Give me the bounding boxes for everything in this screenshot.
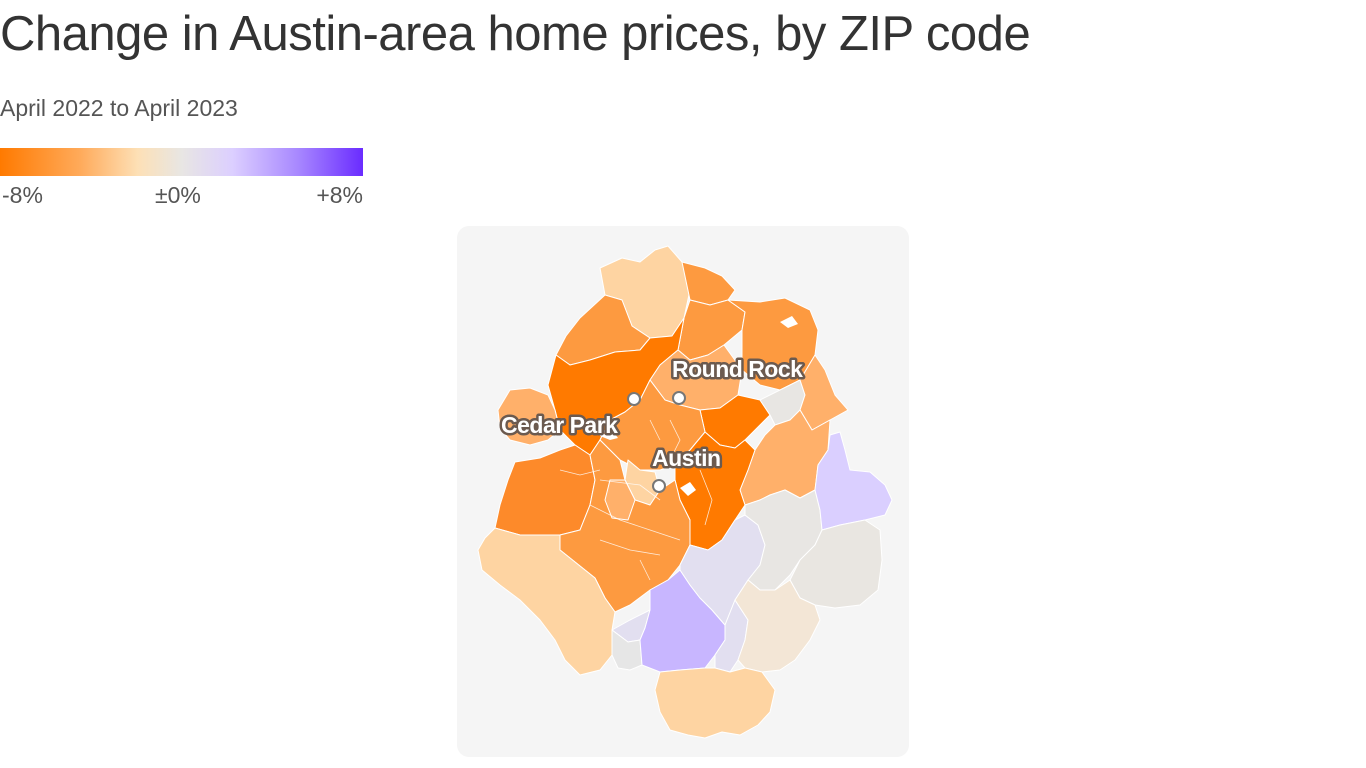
legend-min-label: -8% bbox=[2, 182, 43, 208]
zip-region bbox=[654, 667, 776, 739]
austin-marker[interactable] bbox=[652, 479, 666, 493]
chart-subtitle: April 2022 to April 2023 bbox=[0, 95, 238, 121]
cedar-park-label: Cedar Park bbox=[501, 412, 618, 438]
zip-region bbox=[814, 431, 893, 531]
lake bbox=[780, 316, 798, 328]
legend-labels: -8% ±0% +8% bbox=[0, 181, 363, 209]
austin-label: Austin bbox=[652, 445, 721, 471]
zip-region bbox=[681, 261, 736, 306]
color-legend: -8% ±0% +8% bbox=[0, 148, 363, 209]
lake bbox=[680, 482, 696, 496]
legend-mid-label: ±0% bbox=[155, 182, 201, 208]
city-markers bbox=[627, 391, 686, 493]
zip-region bbox=[789, 519, 883, 609]
round-rock-marker[interactable] bbox=[672, 391, 686, 405]
chart-title: Change in Austin-area home prices, by ZI… bbox=[0, 7, 1031, 61]
lake-travis bbox=[598, 428, 618, 440]
zip-region bbox=[494, 444, 596, 536]
round-rock-label: Round Rock bbox=[672, 356, 803, 382]
zip-region bbox=[497, 387, 561, 446]
zip-region bbox=[477, 527, 616, 676]
legend-max-label: +8% bbox=[316, 182, 363, 208]
choropleth-map: Round Rock Cedar Park Austin bbox=[477, 245, 893, 739]
zip-region bbox=[677, 299, 746, 361]
legend-gradient-bar bbox=[0, 148, 363, 176]
zip-region bbox=[734, 579, 821, 673]
zip-region bbox=[604, 479, 636, 521]
cedar-park-marker[interactable] bbox=[627, 392, 641, 406]
zip-region bbox=[799, 354, 849, 431]
map-panel: Round Rock Cedar Park Austin bbox=[457, 226, 909, 757]
